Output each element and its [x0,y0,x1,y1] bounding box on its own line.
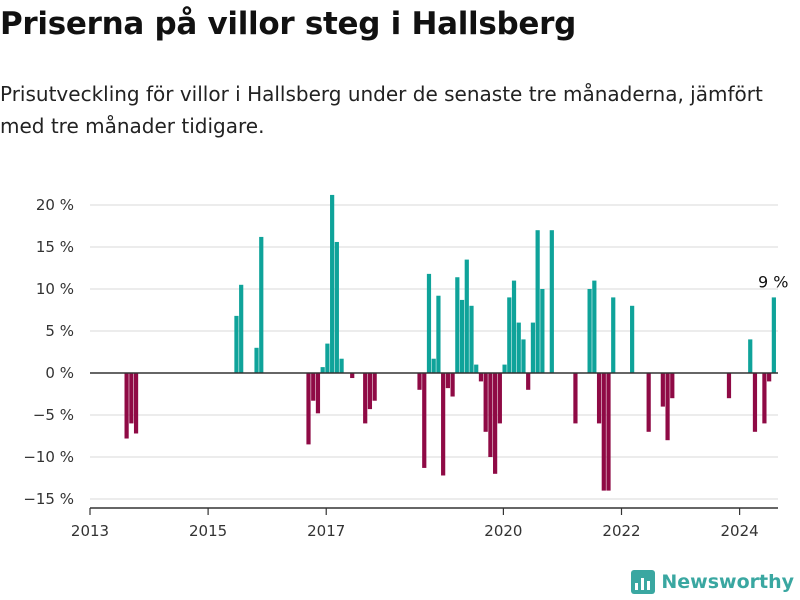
y-tick-label: 5 % [45,322,74,340]
bar [306,373,311,445]
bar [549,230,554,373]
bar [502,364,507,373]
bar [611,297,616,373]
bar [311,373,316,401]
bar [587,289,592,373]
bar [646,373,651,432]
bar [497,373,502,424]
bar [372,373,377,401]
bar [124,373,129,439]
bar [478,373,484,382]
bar [239,284,244,373]
y-tick-label: −10 % [23,448,74,466]
bar [488,373,493,457]
x-tick-label: 2024 [721,522,759,540]
bar [315,373,321,414]
bar [334,241,339,373]
bar [530,322,536,373]
bar [771,297,776,373]
bar [526,373,531,390]
bar [436,295,441,373]
bar [601,373,606,491]
y-tick-label: 10 % [36,280,74,298]
bar [363,373,368,424]
bar [417,373,422,390]
x-tick-label: 2022 [602,522,640,540]
bar [464,259,469,373]
bar [516,322,521,373]
bar [426,273,432,373]
brand-name: Newsworthy [661,571,794,593]
bar [339,358,344,373]
bar [234,315,239,373]
chart-title: Priserna på villor steg i Hallsberg [0,6,577,42]
bar [129,373,134,424]
bar [630,305,635,373]
bar [431,358,436,373]
bar [573,373,578,424]
bar-chart-icon [631,570,656,594]
bar [422,373,427,468]
y-tick-label: 0 % [45,364,74,382]
bar [726,373,732,399]
bar [320,367,325,373]
newsworthy-logo: Newsworthy [631,570,794,594]
bar [445,373,450,389]
bar [606,373,611,491]
bar [450,373,455,397]
bar [540,289,545,373]
y-tick-label: 15 % [36,238,74,256]
bar [254,347,259,373]
x-tick-label: 2017 [307,522,345,540]
bar [133,373,139,434]
bar [670,373,675,399]
bar [259,236,264,373]
bar [748,339,753,373]
latest-value-label: 9 % [758,272,788,291]
chart-subtitle: Prisutveckling för villor i Hallsberg un… [0,82,763,138]
x-tick-label: 2013 [71,522,109,540]
bar [367,373,373,410]
bar [459,299,465,373]
bar [660,373,665,407]
x-tick-label: 2015 [189,522,227,540]
bar [521,339,526,373]
bar [469,305,474,373]
bar [455,277,460,373]
bar [474,364,479,373]
y-tick-label: −5 % [33,406,74,424]
bar [507,297,512,373]
x-tick-label: 2020 [484,522,522,540]
bar [665,373,670,441]
bar [762,373,767,424]
bar [483,373,488,432]
bar [596,373,602,424]
bar [592,280,597,373]
y-tick-label: −15 % [23,490,74,508]
bar [350,373,355,379]
bar [493,373,498,474]
bar [767,373,772,382]
bar [441,373,446,476]
bar [535,230,540,373]
y-tick-label: 20 % [36,196,74,214]
bar [511,280,517,373]
bar [330,194,335,373]
bar [325,343,330,373]
bar [752,373,758,432]
